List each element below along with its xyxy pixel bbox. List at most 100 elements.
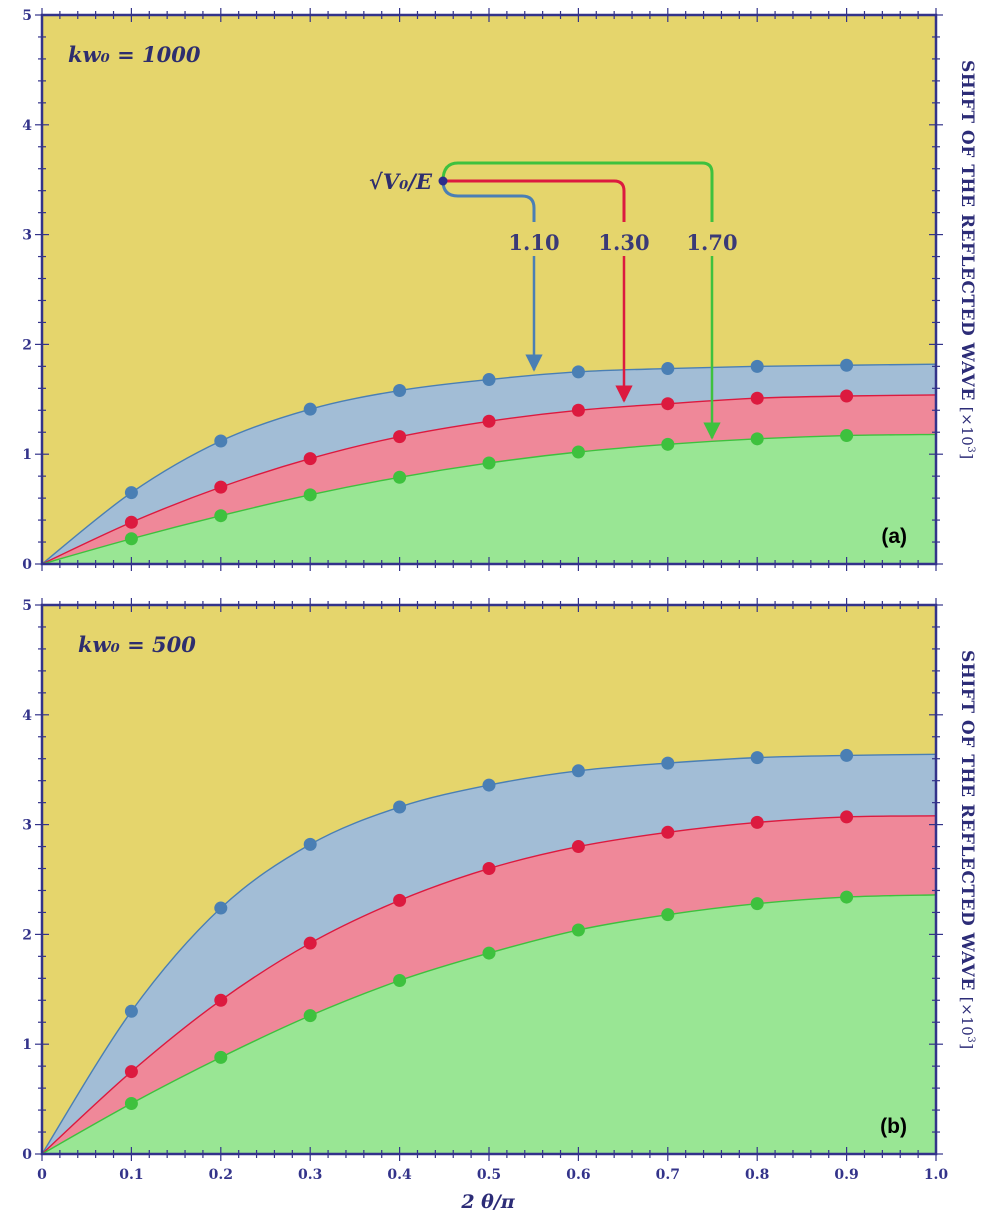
data-point-blue [124,1004,138,1018]
data-point-green [840,890,854,904]
data-point-blue [571,365,585,379]
data-point-green [482,456,496,470]
data-point-green [661,437,675,451]
x-tick-label: 0 [37,1167,47,1183]
x-tick-label: 0.8 [745,1167,769,1183]
data-point-blue [214,901,228,915]
y-tick-label: 1 [22,1037,32,1053]
y-tick-label: 0 [22,1147,32,1163]
annotation-value-2: 1.30 [598,230,649,255]
data-point-red [661,397,675,411]
point-layer [124,748,854,1110]
data-point-red [750,815,764,829]
y-axis-title: SHIFT OF THE REFLECTED WAVE [×103] [957,650,977,1050]
tick-layer [35,598,943,1161]
x-tick-label: 1.0 [924,1167,949,1183]
data-point-blue [482,778,496,792]
data-point-red [124,515,138,529]
y-axis-unit-close: ] [958,1043,976,1049]
data-point-green [303,488,317,502]
data-point-green [482,946,496,960]
y-axis-title: SHIFT OF THE REFLECTED WAVE [×103] [957,60,977,460]
data-point-blue [840,358,854,372]
series-line-blue [41,753,937,1155]
data-point-blue [393,800,407,814]
y-tick-label: 2 [22,927,32,943]
data-point-red [571,840,585,854]
annotation-value-3: 1.70 [686,230,737,255]
y-tick-label: 4 [22,708,32,724]
data-point-green [393,974,407,988]
annotation-arrow-green [441,161,714,222]
data-point-blue [303,402,317,416]
data-point-red [482,414,496,428]
data-point-red [482,862,496,876]
panel-title: kw₀ = 1000 [68,42,201,67]
y-axis-unit-close: ] [958,453,976,459]
point-layer [124,358,854,546]
x-axis-title: 2 θ/π [460,1191,515,1213]
data-point-green [393,470,407,484]
area-layer [42,754,936,1154]
y-axis-title-text: SHIFT OF THE REFLECTED WAVE [957,60,977,401]
data-point-blue [303,837,317,851]
x-tick-label: 0.6 [566,1167,590,1183]
svg-text:SHIFT OF THE REFLECTED WAVE[×1: SHIFT OF THE REFLECTED WAVE [×103] [957,650,977,1050]
data-point-blue [750,751,764,765]
annotation-arrow-blue [441,180,536,222]
panel-title: kw₀ = 500 [78,632,196,657]
data-point-blue [214,434,228,448]
y-tick-label: 5 [22,598,32,614]
y-tick-label: 5 [22,8,32,24]
annotation-arrow-red [443,179,626,222]
x-tick-label: 0.1 [119,1167,143,1183]
chart-panel-a: 0 1 2 3 4 5 kw₀ = 1000 (a) √V₀/E 1.10 1.30 1.… [22,8,977,573]
y-tick-label: 3 [22,818,32,834]
tick-layer [35,8,943,571]
x-tick-label: 0.3 [298,1167,322,1183]
y-axis-unit-exponent: 3 [965,446,976,453]
annotation-dot [438,176,448,186]
y-axis-unit-exponent: 3 [965,1036,976,1043]
tick-label-layer: 0 1 2 3 4 5 [22,8,32,573]
data-point-blue [750,359,764,373]
annotation: √V₀/E 1.10 1.30 1.70 [369,161,738,440]
x-tick-label: 0.2 [209,1167,233,1183]
y-axis-title-text: SHIFT OF THE REFLECTED WAVE [957,650,977,991]
data-point-red [303,936,317,950]
y-tick-label: 4 [22,118,32,134]
x-tick-label: 0.7 [656,1167,680,1183]
y-tick-label: 3 [22,228,32,244]
series-line-red [41,815,937,1155]
data-point-red [661,825,675,839]
x-tick-label: 0.5 [477,1167,501,1183]
data-point-red [750,391,764,405]
data-point-red [124,1065,138,1079]
tick-label-layer: 0 1 2 3 4 5 0 0.1 0.2 0.3 0.4 0.5 0.6 0.7 0.8 0.9 1.0 [22,598,948,1183]
data-point-green [571,445,585,459]
data-point-green [214,1050,228,1064]
data-point-green [303,1009,317,1023]
data-point-blue [661,362,675,376]
area-fill-green [42,434,936,564]
data-point-blue [124,486,138,500]
data-point-blue [840,748,854,762]
y-tick-label: 2 [22,337,32,353]
y-axis-unit: [×10 [958,997,976,1037]
panel-tag: (b) [880,1115,907,1138]
data-point-blue [661,756,675,770]
data-point-green [750,432,764,446]
annotation-label: √V₀/E [369,169,433,194]
chart-panel-b: 0 1 2 3 4 5 0 0.1 0.2 0.3 0.4 0.5 0.6 0.7 0.8 0.9 1.0 kw… [22,598,977,1183]
data-point-red [214,993,228,1007]
data-point-red [840,389,854,403]
data-point-green [571,923,585,937]
annotation-value-1: 1.10 [508,230,559,255]
data-point-red [393,430,407,444]
data-point-red [840,810,854,824]
area-fill-green [42,894,936,1154]
y-axis-unit: [×10 [958,407,976,447]
data-point-blue [393,384,407,398]
data-point-blue [482,373,496,387]
